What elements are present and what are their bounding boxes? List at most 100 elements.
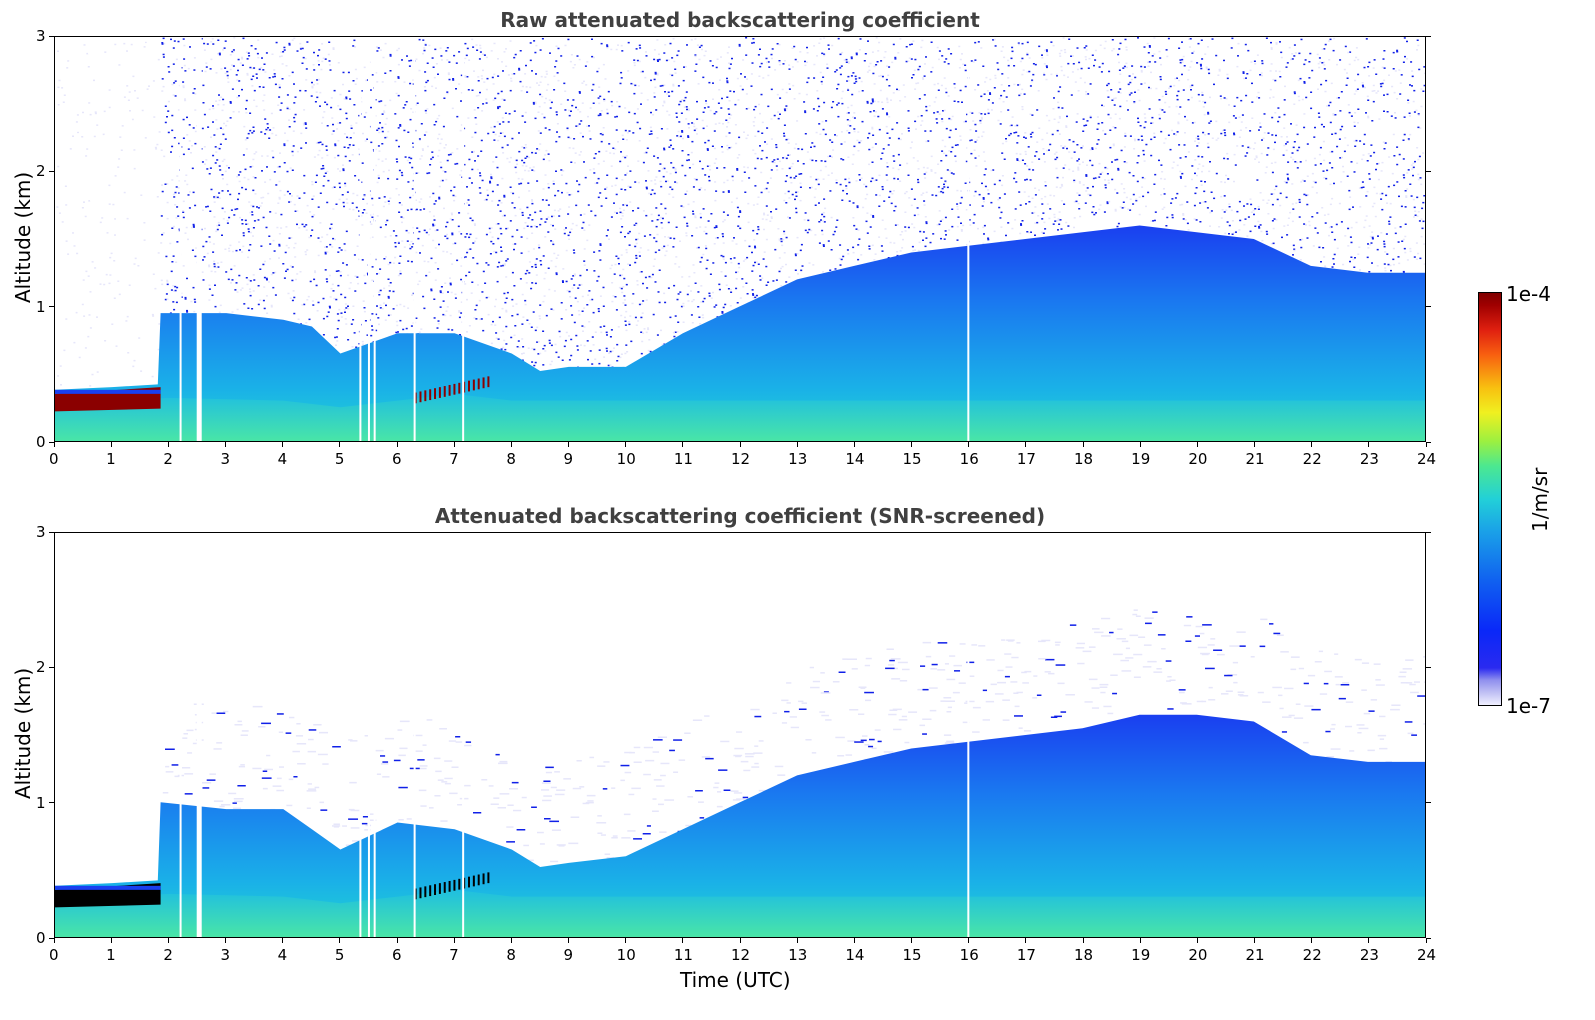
y-tick-label: 1	[36, 793, 46, 812]
panel1-plot-area	[54, 36, 1426, 442]
y-tick-label: 0	[36, 929, 46, 947]
aerosol-peak-streak	[443, 882, 446, 893]
data-gap	[367, 37, 370, 441]
x-tick-label: 22	[1302, 946, 1322, 964]
x-tick-label: 16	[959, 946, 979, 964]
aerosol-peak-streak	[434, 388, 437, 399]
x-tick	[282, 938, 284, 943]
y-tick-right	[1426, 802, 1431, 804]
x-tick	[396, 938, 398, 943]
x-tick-label: 24	[1417, 450, 1437, 468]
y-tick-right	[1426, 531, 1431, 533]
x-tick	[1254, 442, 1255, 447]
data-gap	[179, 533, 182, 937]
x-tick	[1196, 938, 1198, 943]
x-tick	[53, 442, 55, 447]
panel1-ylabel: Altitude (km)	[11, 171, 35, 303]
x-tick-label: 0	[49, 450, 59, 468]
x-tick-label: 2	[163, 450, 173, 468]
x-tick	[796, 938, 798, 943]
aerosol-peak-streak	[424, 390, 427, 402]
x-tick-label: 15	[902, 946, 922, 964]
x-tick-label: 22	[1302, 450, 1322, 468]
x-tick	[167, 938, 169, 943]
x-tick	[796, 442, 798, 447]
data-gap	[967, 533, 970, 937]
panel1-title: Raw attenuated backscattering coefficien…	[500, 8, 980, 32]
aerosol-peak-streak	[429, 885, 432, 897]
x-tick	[739, 938, 741, 943]
x-tick-label: 12	[731, 946, 751, 964]
noise-speckle	[162, 609, 1425, 863]
aerosol-peak-streak	[419, 887, 422, 899]
boundary-layer	[55, 225, 1425, 441]
y-tick-label: 2	[36, 658, 46, 677]
aerosol-peak-streak	[419, 391, 422, 403]
x-tick	[396, 442, 398, 447]
x-tick	[911, 938, 912, 943]
aerosol-peak-streak	[477, 874, 480, 886]
x-tick-label: 19	[1131, 946, 1151, 964]
x-tick	[1311, 938, 1313, 943]
aerosol-peak-streak	[458, 382, 461, 394]
y-tick-right	[1426, 937, 1431, 939]
y-tick	[49, 35, 54, 37]
x-tick-label: 14	[845, 946, 865, 964]
data-gap	[413, 533, 416, 937]
x-tick-label: 18	[1074, 946, 1094, 964]
x-tick-label: 23	[1359, 450, 1379, 468]
x-tick	[1139, 442, 1141, 447]
y-tick-right	[1426, 306, 1431, 308]
aerosol-peak-streak	[434, 884, 437, 895]
x-tick-label: 8	[506, 946, 516, 964]
y-tick	[49, 802, 54, 804]
y-tick-label: 1	[36, 297, 46, 316]
boundary-layer	[55, 714, 1425, 937]
x-tick	[1425, 442, 1427, 447]
x-tick	[339, 938, 341, 943]
y-tick-right	[1426, 170, 1431, 172]
aerosol-peak-streak	[482, 377, 485, 389]
aerosol-peak-streak	[467, 380, 470, 392]
y-tick	[49, 441, 54, 443]
y-tick-label: 3	[36, 27, 46, 45]
x-tick-label: 16	[959, 450, 979, 468]
x-tick-label: 11	[673, 946, 693, 964]
x-tick-label: 13	[788, 450, 808, 468]
x-tick-label: 4	[277, 946, 288, 964]
y-tick	[49, 937, 54, 939]
x-tick	[1368, 938, 1370, 943]
x-tick-label: 21	[1245, 946, 1265, 964]
surface-aerosol-layer	[55, 393, 1425, 441]
x-tick	[682, 442, 684, 447]
panel2-title: Attenuated backscattering coefficient (S…	[434, 504, 1046, 528]
x-tick	[1139, 938, 1141, 943]
x-tick	[167, 442, 169, 447]
data-gap	[196, 533, 202, 937]
colorbar-min-label: 1e-7	[1506, 694, 1551, 718]
x-tick	[110, 938, 112, 943]
x-tick	[53, 938, 55, 943]
colorbar	[1478, 292, 1502, 706]
x-tick	[968, 938, 970, 943]
x-tick	[968, 442, 970, 447]
x-tick	[682, 938, 684, 943]
data-gap	[967, 37, 970, 441]
x-tick-label: 14	[845, 450, 865, 468]
heatmap-1	[55, 37, 1425, 441]
x-tick-label: 13	[788, 946, 808, 964]
panel2-ylabel: Altitude (km)	[11, 667, 35, 799]
y-tick	[49, 306, 54, 308]
aerosol-peak-streak	[429, 389, 432, 401]
y-tick-label: 3	[36, 523, 46, 541]
aerosol-peak-streak	[472, 379, 475, 391]
data-gap	[373, 37, 376, 441]
aerosol-peak-streak	[487, 376, 490, 388]
x-tick	[510, 442, 512, 447]
x-tick-label: 24	[1417, 946, 1437, 964]
data-gap	[373, 533, 376, 937]
colorbar-unit-label: 1/m/sr	[1528, 467, 1552, 532]
x-tick	[510, 938, 512, 943]
aerosol-peak-streak	[438, 387, 441, 398]
x-tick	[282, 442, 284, 447]
